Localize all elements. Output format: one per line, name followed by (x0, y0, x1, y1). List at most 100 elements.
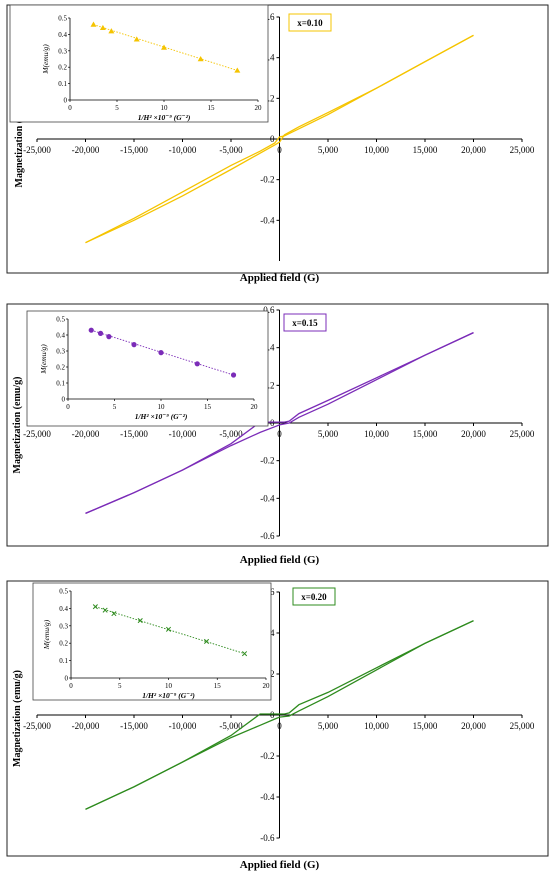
inset-point (108, 28, 115, 34)
inset-x-axis-title: 1/H² ×10⁻⁹ (G⁻²) (142, 691, 195, 700)
y-tick-label: -0.4 (260, 493, 275, 503)
hysteresis-branch-2 (85, 332, 474, 514)
inset-x-tick-label: 15 (214, 682, 222, 690)
inset-y-tick-label: 0.4 (58, 31, 67, 39)
inset-point (90, 21, 97, 27)
hysteresis-chart-x010: -25,000 -20,000 -15,000 -10,000 -5,000 0 5,000… (6, 4, 549, 284)
inset-y-tick-label: 0.1 (58, 80, 67, 88)
inset-point (158, 350, 164, 356)
x-tick-label: -25,000 (23, 145, 51, 155)
x-tick-label: 5,000 (318, 429, 339, 439)
inset-y-tick-label: 0.2 (56, 364, 65, 372)
inset-y-tick-label: 0.3 (59, 622, 68, 630)
y-tick-label: 0.2 (263, 380, 274, 390)
y-tick-label: 0 (270, 710, 275, 720)
x-tick-label: 0 (277, 721, 282, 731)
x-tick-label: -15,000 (120, 721, 148, 731)
inset-y-axis-title: M(emu/g) (39, 344, 48, 375)
inset-point (131, 342, 137, 348)
inset-x-tick-label: 0 (69, 682, 73, 690)
x-tick-label: -15,000 (120, 145, 148, 155)
inset-point (99, 24, 106, 31)
y-tick-label: 0.4 (263, 343, 275, 353)
y-tick-label: -0.4 (260, 792, 275, 802)
inset-x-tick-label: 15 (208, 104, 216, 112)
x-tick-label: 10,000 (364, 145, 389, 155)
chart-panel-x020: -25,000 -20,000 -15,000 -10,000 -5,000 0 5,000… (0, 578, 550, 876)
x-tick-label: 15,000 (413, 145, 438, 155)
x-tick-label: -25,000 (23, 721, 51, 731)
inset-point (133, 36, 140, 42)
x-tick-label: -15,000 (120, 429, 148, 439)
inset-point (137, 618, 143, 624)
inset-y-tick-label: 0.1 (56, 380, 65, 388)
x-tick-label: -10,000 (169, 145, 197, 155)
y-tick-label: -0.6 (260, 833, 275, 843)
x-tick-label: -10,000 (169, 429, 197, 439)
x-tick-label: 5,000 (318, 721, 339, 731)
y-tick-label: 0.2 (263, 93, 274, 103)
inset-y-tick-label: 0.3 (56, 348, 65, 356)
inset-y-axis-title: M(emu/g) (42, 619, 51, 650)
x-tick-label: 20,000 (461, 721, 486, 731)
y-tick-label: -0.6 (260, 531, 275, 541)
inset-x-tick-label: 5 (113, 403, 117, 411)
x-tick-label: -25,000 (23, 429, 51, 439)
inset-y-tick-label: 0.4 (59, 605, 68, 613)
inset-y-axis-title: M(emu/g) (41, 44, 50, 75)
legend-label: x=0.10 (297, 18, 323, 28)
x-axis-title: Applied field (G) (240, 859, 320, 871)
x-tick-label: 5,000 (318, 145, 339, 155)
inset-point (234, 67, 241, 73)
y-axis-title: Magnetization (emu/g) (12, 670, 23, 767)
legend-label: x=0.20 (301, 592, 327, 602)
x-tick-label: 15,000 (413, 429, 438, 439)
inset-y-tick-label: 0 (64, 97, 68, 105)
inset-x-tick-label: 0 (66, 403, 70, 411)
y-tick-label: 0.6 (263, 305, 275, 315)
legend-label: x=0.15 (292, 318, 318, 328)
x-axis-title: Applied field (G) (240, 554, 320, 566)
y-axis-title: Magnetization (emu/g) (14, 91, 25, 188)
hysteresis-chart-x020: -25,000 -20,000 -15,000 -10,000 -5,000 0 5,000… (6, 580, 549, 871)
inset-point (165, 626, 172, 632)
inset-point (102, 607, 108, 613)
inset-x-axis-title: 1/H² ×10⁻⁹ (G⁻²) (138, 113, 191, 122)
x-tick-label: 25,000 (510, 721, 535, 731)
x-tick-label: 20,000 (461, 429, 486, 439)
inset-point (97, 330, 104, 336)
inset-point (88, 327, 94, 333)
x-tick-label: 0 (277, 429, 282, 439)
inset-y-tick-label: 0.2 (59, 640, 68, 648)
inset-x-tick-label: 0 (68, 104, 72, 112)
inset-point (230, 372, 237, 378)
inset-y-tick-label: 0.1 (59, 657, 68, 665)
inset-y-tick-label: 0.5 (58, 15, 67, 23)
chart-panel-x015: -25,000 -20,000 -15,000 -10,000 -5,000 0 5,000… (0, 298, 550, 570)
inset-x-tick-label: 10 (161, 104, 169, 112)
y-tick-label: 0.6 (263, 12, 275, 22)
inset-point (106, 334, 112, 340)
x-tick-label: -20,000 (72, 429, 100, 439)
inset-y-tick-label: 0 (65, 675, 69, 683)
x-tick-label: 10,000 (364, 429, 389, 439)
inset-point (92, 604, 98, 610)
x-tick-label: -20,000 (72, 721, 100, 731)
legend-box (292, 587, 336, 606)
inset-x-tick-label: 20 (255, 104, 263, 112)
hysteresis-branch-2 (85, 620, 474, 810)
y-tick-label: -0.2 (260, 175, 274, 185)
inset-y-tick-label: 0.5 (56, 316, 65, 324)
inset-y-tick-label: 0.2 (58, 64, 67, 72)
inset-point (111, 611, 117, 617)
inset-x-tick-label: 10 (165, 682, 173, 690)
inset-point (194, 361, 200, 367)
x-tick-label: -10,000 (169, 721, 197, 731)
y-tick-label: -0.4 (260, 215, 275, 225)
inset-x-tick-label: 15 (204, 403, 212, 411)
inset-x-tick-label: 20 (263, 682, 271, 690)
inset-x-axis-title: 1/H² ×10⁻⁹ (G⁻²) (135, 412, 188, 421)
inset-frame (26, 310, 269, 427)
inset-x-tick-label: 10 (158, 403, 166, 411)
x-tick-label: 25,000 (510, 429, 535, 439)
